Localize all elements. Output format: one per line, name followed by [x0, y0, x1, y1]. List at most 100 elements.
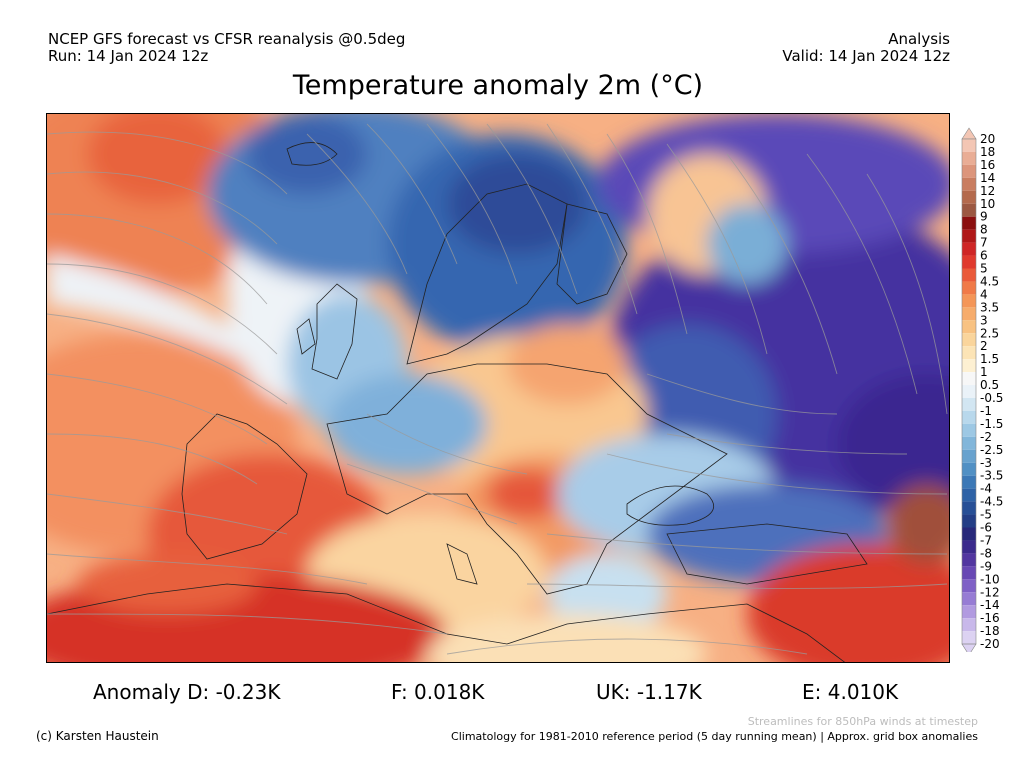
- legend-swatch: [962, 527, 976, 541]
- legend-swatch: [962, 566, 976, 580]
- legend-tick-label: -20: [980, 637, 1000, 651]
- legend-swatch: [962, 268, 976, 282]
- legend-max-arrow: [961, 127, 977, 140]
- stat-uk-anomaly: UK: -1.17K: [596, 680, 702, 704]
- legend-tick-label: -4: [980, 482, 992, 496]
- analysis-label: Analysis: [888, 30, 950, 48]
- legend-tick-label: 16: [980, 158, 995, 172]
- valid-time: Valid: 14 Jan 2024 12z: [782, 47, 950, 65]
- legend-tick-label: -1.5: [980, 417, 1003, 431]
- legend-tick-label: -3: [980, 456, 992, 470]
- legend-swatch: [962, 514, 976, 528]
- legend-tick-label: 0.5: [980, 378, 999, 392]
- anomaly-stats: Anomaly D: -0.23K F: 0.018K UK: -1.17K E…: [0, 680, 1024, 706]
- legend-swatch: [962, 579, 976, 593]
- legend-swatch: [962, 501, 976, 515]
- legend-min-arrow: [961, 643, 977, 656]
- legend-tick-label: -12: [980, 585, 1000, 599]
- legend-swatch: [962, 631, 976, 645]
- legend-swatch: [962, 449, 976, 463]
- color-legend-svg: 201816141210987654.543.532.521.510.5-0.5…: [961, 127, 1003, 656]
- anomaly-map: [46, 113, 950, 663]
- copyright: (c) Karsten Haustein: [36, 729, 159, 743]
- anomaly-field: [47, 114, 949, 662]
- legend-swatch: [962, 553, 976, 567]
- legend-tick-label: 20: [980, 132, 995, 146]
- legend-tick-label: 9: [980, 210, 988, 224]
- legend-tick-label: 18: [980, 145, 995, 159]
- legend-swatch: [962, 242, 976, 256]
- color-legend: 20 18 16 14 12 10 9 8 7 6 5 4.5 4 3.5 3 2.5 2 1.5 1 0.5 -0.5…: [958, 127, 1024, 656]
- legend-tick-label: -1: [980, 404, 992, 418]
- legend-tick-label: -14: [980, 598, 1000, 612]
- legend-swatch: [962, 294, 976, 308]
- legend-swatch: [962, 203, 976, 217]
- legend-swatch: [962, 488, 976, 502]
- legend-swatch: [962, 540, 976, 554]
- legend-swatch: [962, 307, 976, 321]
- legend-swatch: [962, 229, 976, 243]
- legend-swatch: [962, 216, 976, 230]
- legend-swatch: [962, 618, 976, 632]
- legend-tick-label: 3.5: [980, 300, 999, 314]
- legend-tick-label: -2.5: [980, 443, 1003, 457]
- coastlines: [47, 142, 868, 662]
- legend-tick-label: -7: [980, 533, 992, 547]
- legend-swatch: [962, 281, 976, 295]
- legend-swatch: [962, 436, 976, 450]
- legend-swatch: [962, 605, 976, 619]
- streamlines-note: Streamlines for 850hPa winds at timestep: [747, 715, 978, 728]
- model-description: NCEP GFS forecast vs CFSR reanalysis @0.…: [48, 30, 406, 48]
- stat-france-anomaly: F: 0.018K: [391, 680, 485, 704]
- legend-swatch: [962, 139, 976, 152]
- legend-swatch: [962, 177, 976, 191]
- legend-swatch: [962, 372, 976, 386]
- stat-europe-anomaly: E: 4.010K: [802, 680, 899, 704]
- legend-tick-label: 10: [980, 197, 995, 211]
- legend-swatch: [962, 164, 976, 178]
- legend-swatch: [962, 346, 976, 360]
- legend-tick-label: -9: [980, 559, 992, 573]
- legend-tick-label: -8: [980, 546, 992, 560]
- header-left: NCEP GFS forecast vs CFSR reanalysis @0.…: [48, 31, 405, 65]
- legend-swatch: [962, 475, 976, 489]
- legend-swatch: [962, 359, 976, 373]
- legend-tick-label: 6: [980, 249, 988, 263]
- legend-swatch: [962, 255, 976, 269]
- legend-tick-label: -5: [980, 508, 992, 522]
- legend-tick-label: -16: [980, 611, 1000, 625]
- map-canvas: [47, 114, 949, 662]
- legend-tick-label: 3: [980, 313, 988, 327]
- run-time: Run: 14 Jan 2024 12z: [48, 47, 209, 65]
- legend-tick-label: 5: [980, 262, 988, 276]
- legend-swatch: [962, 462, 976, 476]
- legend-tick-label: -0.5: [980, 391, 1003, 405]
- legend-tick-label: 7: [980, 236, 988, 250]
- legend-tick-label: 14: [980, 171, 995, 185]
- legend-swatch: [962, 151, 976, 165]
- wind-streamlines: [47, 123, 948, 655]
- legend-tick-label: -4.5: [980, 495, 1003, 509]
- stat-domain-anomaly: Anomaly D: -0.23K: [93, 680, 281, 704]
- legend-tick-label: 12: [980, 184, 995, 198]
- legend-swatch: [962, 190, 976, 204]
- legend-swatch: [962, 410, 976, 424]
- header-right: Analysis Valid: 14 Jan 2024 12z: [782, 31, 950, 65]
- legend-tick-label: 2.5: [980, 326, 999, 340]
- legend-swatch: [962, 398, 976, 411]
- legend-tick-label: 8: [980, 223, 988, 237]
- climatology-note: Climatology for 1981-2010 reference peri…: [451, 730, 978, 743]
- legend-tick-label: -18: [980, 624, 1000, 638]
- legend-tick-label: -6: [980, 521, 992, 535]
- legend-swatch: [962, 333, 976, 347]
- legend-swatch: [962, 592, 976, 606]
- legend-tick-label: 2: [980, 339, 988, 353]
- legend-swatch: [962, 320, 976, 334]
- legend-tick-label: 4: [980, 287, 988, 301]
- legend-swatch: [962, 385, 976, 398]
- legend-tick-label: 1.5: [980, 352, 999, 366]
- legend-tick-label: -2: [980, 430, 992, 444]
- legend-tick-label: -3.5: [980, 469, 1003, 483]
- legend-swatch: [962, 423, 976, 437]
- legend-tick-label: -10: [980, 572, 1000, 586]
